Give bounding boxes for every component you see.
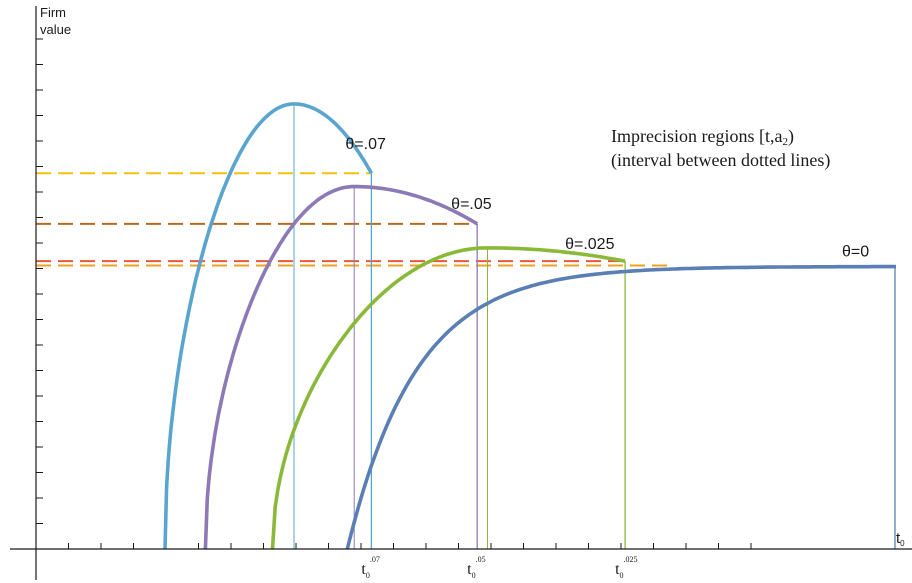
series-label-theta-07: θ=.07 — [345, 136, 386, 153]
series-labels: θ=.07 θ=.05 θ=.025 θ=0 — [345, 136, 869, 260]
vertical-guide-lines — [293, 103, 896, 549]
x-axis-label: t0 — [896, 530, 905, 548]
series-label-theta-0: θ=0 — [842, 244, 869, 261]
x-threshold-labels: t0.07 t0.05 t0.025 — [361, 555, 637, 580]
firm-value-curves — [163, 102, 896, 550]
curve-theta-0 — [345, 264, 896, 550]
axis-ticks — [36, 38, 752, 550]
y-axis-label-line1: Firm — [40, 5, 66, 20]
threshold-label-curve-theta-05: t0.05 — [467, 555, 485, 580]
annotation-line1: Imprecision regions [t,a2) — [611, 126, 794, 148]
threshold-label-curve-theta-07: t0.07 — [361, 555, 379, 580]
curve-theta-07 — [163, 102, 373, 550]
annotation-line2: (interval between dotted lines) — [611, 150, 830, 171]
curve-theta-025 — [270, 246, 626, 550]
series-label-theta-05: θ=.05 — [451, 196, 492, 213]
series-label-theta-025: θ=.025 — [565, 236, 614, 253]
y-axis-label-line2: value — [40, 22, 71, 37]
threshold-label-curve-theta-025: t0.025 — [615, 555, 637, 580]
curve-theta-05 — [203, 184, 479, 550]
